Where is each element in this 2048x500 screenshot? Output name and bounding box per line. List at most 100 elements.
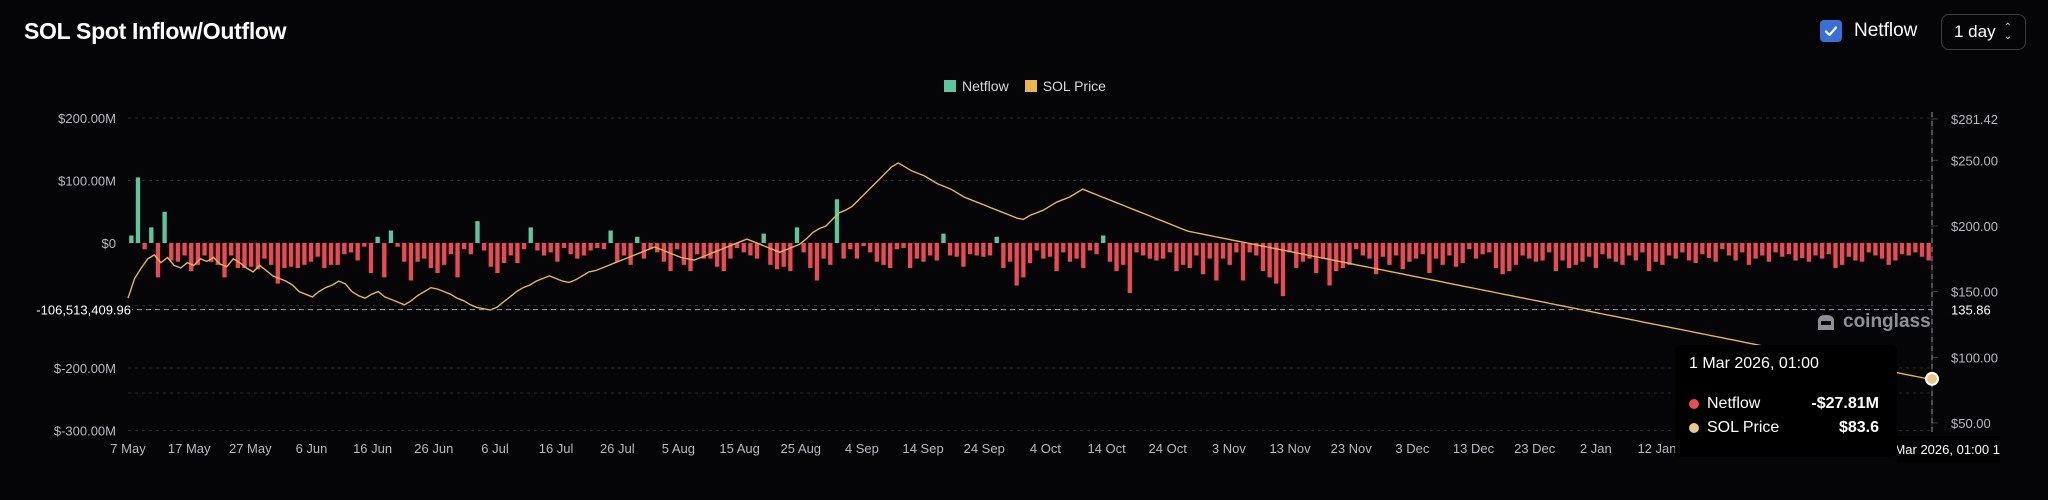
netflow-bar: [1081, 243, 1086, 268]
y-right-tick-label: $50.00: [1951, 416, 1991, 431]
netflow-bar: [1134, 243, 1139, 253]
legend-item-netflow[interactable]: Netflow: [944, 78, 1009, 94]
netflow-bar: [555, 243, 560, 262]
y-right-tick-label: $281.42: [1951, 112, 1998, 127]
netflow-bar: [375, 236, 380, 243]
netflow-bar: [874, 243, 880, 262]
netflow-bar: [1453, 243, 1459, 267]
netflow-bar: [628, 243, 633, 265]
netflow-bar: [1127, 243, 1133, 293]
netflow-bar: [195, 243, 201, 265]
legend-swatch-netflow: [944, 80, 956, 92]
netflow-bar: [1673, 243, 1678, 259]
netflow-bar: [215, 243, 221, 265]
x-tick-label: 23 Nov: [1331, 441, 1373, 456]
netflow-bar: [1560, 243, 1565, 261]
netflow-bar: [335, 243, 340, 265]
netflow-bar: [548, 243, 553, 253]
netflow-bar: [1234, 243, 1239, 253]
x-tick-label: 12 Jan: [1637, 441, 1676, 456]
netflow-bar: [1007, 243, 1013, 262]
netflow-bar: [1287, 243, 1292, 253]
netflow-bar: [901, 243, 906, 248]
netflow-bar: [1300, 243, 1306, 262]
netflow-bar: [1447, 243, 1452, 256]
netflow-bar: [695, 243, 700, 255]
netflow-bar: [1101, 235, 1106, 243]
x-tick-label: 4 Oct: [1030, 441, 1061, 456]
watermark-text: coinglass: [1843, 311, 1931, 332]
x-tick-label: 26 Jul: [600, 441, 635, 456]
netflow-bar: [908, 243, 913, 268]
tooltip-dot-sol-price: [1689, 423, 1699, 433]
netflow-bar: [308, 243, 314, 262]
netflow-bar: [462, 243, 467, 250]
netflow-bar: [1773, 243, 1778, 253]
x-tick-label: 14 Sep: [902, 441, 943, 456]
netflow-bar: [941, 233, 946, 244]
crosshair-y-label-bg: [14, 299, 132, 320]
netflow-bar: [209, 243, 214, 262]
y-right-tick-label: $150.00: [1951, 285, 1998, 300]
netflow-bar: [834, 199, 840, 243]
interval-value: 1 day: [1954, 22, 1996, 41]
x-tick-label: 3 Nov: [1212, 441, 1246, 456]
netflow-bar: [994, 236, 999, 243]
netflow-bar: [1833, 243, 1838, 268]
netflow-bar: [1919, 243, 1925, 257]
netflow-bar: [914, 243, 919, 259]
netflow-checkbox[interactable]: [1820, 20, 1842, 42]
netflow-bar: [1001, 243, 1006, 268]
netflow-bar: [1147, 243, 1152, 259]
netflow-bar: [788, 243, 793, 272]
netflow-bar: [541, 243, 547, 256]
netflow-bar: [741, 243, 746, 253]
y-right-tick-label: $200.00: [1951, 219, 1998, 234]
netflow-bar: [1034, 243, 1039, 251]
legend-swatch-sol-price: [1024, 80, 1037, 92]
netflow-bar: [288, 243, 294, 267]
netflow-bar: [1141, 243, 1146, 256]
netflow-bar: [248, 243, 254, 267]
netflow-bar: [661, 243, 667, 262]
netflow-bar: [1606, 243, 1612, 259]
netflow-bar: [1613, 243, 1618, 262]
netflow-bar: [754, 243, 760, 259]
netflow-bar: [648, 243, 653, 250]
netflow-bar: [1427, 243, 1432, 273]
netflow-bar: [934, 243, 939, 261]
x-tick-label: 3 Dec: [1395, 441, 1429, 456]
chart-legend: Netflow SOL Price: [944, 78, 1106, 94]
netflow-bar: [182, 243, 187, 256]
netflow-bar: [1553, 243, 1559, 272]
netflow-bar: [262, 243, 267, 259]
x-tick-label: 16 Jun: [353, 441, 392, 456]
netflow-bar: [1666, 243, 1672, 256]
netflow-bar: [601, 243, 607, 250]
netflow-bar: [149, 227, 154, 244]
netflow-bar: [282, 243, 287, 268]
netflow-bar: [1580, 243, 1585, 262]
netflow-bar: [1307, 243, 1312, 259]
netflow-bar: [1527, 243, 1532, 259]
netflow-bar: [1726, 243, 1732, 256]
x-tick-label: 16 Jul: [539, 441, 574, 456]
x-tick-label: 13 Nov: [1269, 441, 1311, 456]
netflow-bar: [1267, 243, 1272, 278]
netflow-bar: [708, 243, 713, 259]
netflow-bar: [162, 211, 167, 243]
interval-select[interactable]: 1 day ⌃ ⌄: [1941, 14, 2026, 50]
netflow-bar: [1859, 243, 1865, 262]
netflow-bar: [1879, 243, 1885, 259]
netflow-bar: [781, 243, 786, 267]
netflow-bar: [947, 243, 953, 256]
legend-item-sol-price[interactable]: SOL Price: [1024, 78, 1106, 94]
netflow-toggle[interactable]: Netflow: [1820, 20, 1917, 42]
netflow-bar: [1593, 243, 1598, 268]
netflow-bar: [1214, 243, 1219, 281]
netflow-bar: [415, 243, 420, 262]
netflow-bar: [1460, 243, 1465, 263]
netflow-bar: [488, 243, 493, 267]
tooltip-row-sol-price: SOL Price $83.6: [1689, 419, 1879, 437]
